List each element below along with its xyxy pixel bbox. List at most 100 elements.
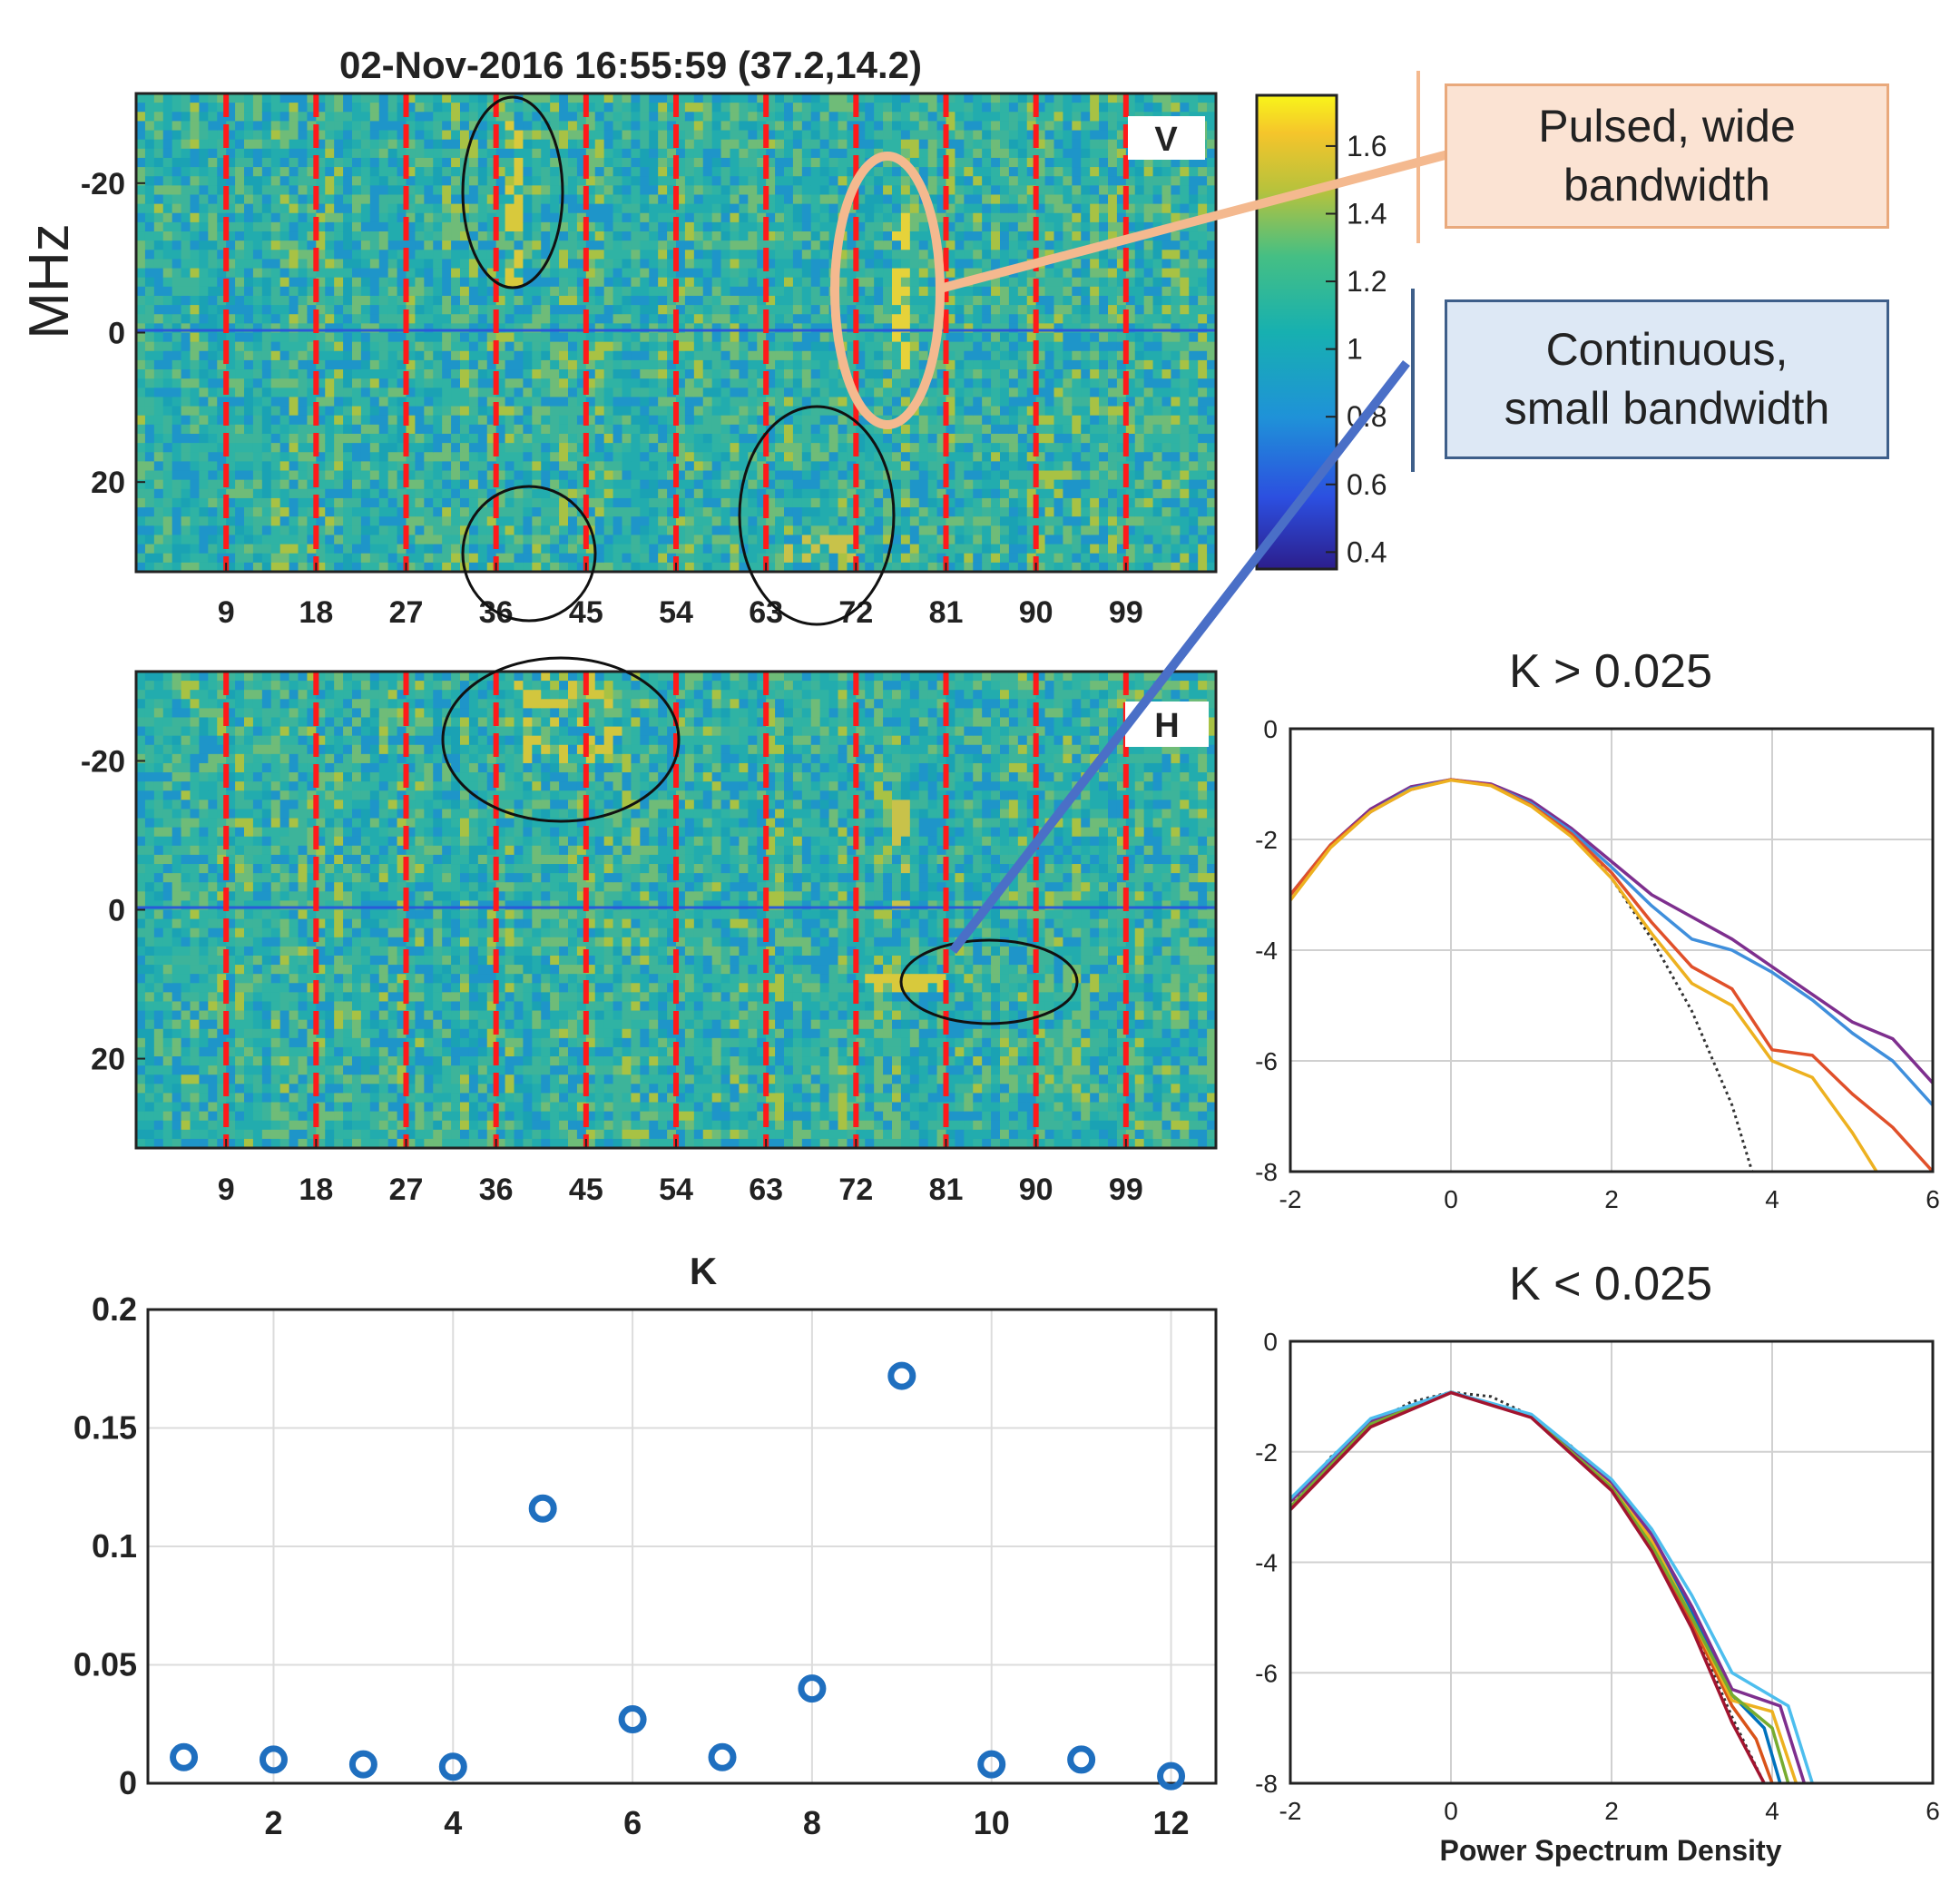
heatmap-cell	[847, 443, 857, 453]
heatmap-cell	[352, 544, 362, 554]
heatmap-cell	[766, 305, 776, 315]
heatmap-cell	[244, 194, 254, 205]
heatmap-cell	[477, 388, 488, 398]
heatmap-cell	[144, 470, 155, 481]
heatmap-cell	[369, 332, 380, 343]
heatmap-cell	[387, 112, 398, 123]
heatmap-cell	[316, 212, 326, 223]
heatmap-cell	[801, 148, 812, 159]
heatmap-cell	[397, 305, 407, 315]
heatmap-cell	[856, 341, 866, 352]
heatmap-cell	[334, 250, 344, 260]
heatmap-cell	[810, 314, 821, 324]
heatmap-cell	[775, 240, 785, 250]
heatmap-cell	[792, 535, 803, 545]
heatmap-cell	[847, 461, 857, 472]
heatmap-cell	[307, 268, 317, 279]
heatmap-cell	[918, 212, 929, 223]
heatmap-cell	[828, 148, 839, 159]
heatmap-cell	[378, 369, 389, 379]
heatmap-cell	[828, 507, 839, 517]
heatmap-cell	[568, 167, 578, 177]
heatmap-cell	[217, 157, 227, 168]
heatmap-cell	[631, 240, 641, 250]
heatmap-cell	[612, 507, 623, 517]
heatmap-cell	[352, 194, 362, 205]
heatmap-cell	[559, 470, 569, 481]
heatmap-cell	[559, 167, 569, 177]
heatmap-cell	[387, 507, 398, 517]
heatmap-cell	[792, 341, 803, 352]
heatmap-cell	[397, 212, 407, 223]
heatmap-cell	[369, 544, 380, 554]
heatmap-cell	[640, 562, 650, 572]
heatmap-cell	[406, 497, 416, 508]
heatmap-cell	[649, 341, 659, 352]
heatmap-cell	[307, 516, 317, 526]
heatmap-cell	[261, 130, 272, 141]
heatmap-cell	[730, 378, 740, 388]
heatmap-cell	[144, 231, 155, 241]
heatmap-cell	[217, 424, 227, 435]
heatmap-cell	[612, 332, 623, 343]
heatmap-cell	[406, 314, 416, 324]
heatmap-cell	[378, 525, 389, 536]
heatmap-cell	[270, 112, 281, 123]
heatmap-cell	[307, 424, 317, 435]
heatmap-cell	[153, 139, 164, 150]
heatmap-cell	[711, 553, 722, 564]
heatmap-cell	[514, 397, 524, 407]
heatmap-cell	[316, 516, 326, 526]
heatmap-cell	[360, 286, 371, 297]
heatmap-cell	[406, 148, 416, 159]
heatmap-cell	[162, 488, 173, 499]
heatmap-cell	[397, 176, 407, 186]
heatmap-cell	[973, 470, 983, 481]
heatmap-cell	[541, 497, 551, 508]
heatmap-cell	[181, 240, 191, 250]
heatmap-cell	[991, 121, 1001, 132]
heatmap-cell	[927, 277, 938, 288]
heatmap-cell	[352, 203, 362, 214]
heatmap-cell	[612, 443, 623, 453]
heatmap-cell	[289, 185, 299, 196]
heatmap-cell	[325, 295, 335, 306]
heatmap-cell	[730, 443, 740, 453]
heatmap-cell	[415, 562, 425, 572]
heatmap-cell	[603, 470, 614, 481]
heatmap-cell	[927, 259, 938, 270]
heatmap-cell	[594, 323, 605, 334]
heatmap-cell	[153, 452, 164, 462]
heatmap-cell	[298, 433, 309, 444]
heatmap-cell	[676, 268, 686, 279]
heatmap-cell	[900, 332, 911, 343]
heatmap-cell	[279, 544, 290, 554]
heatmap-cell	[892, 443, 902, 453]
heatmap-cell	[568, 488, 578, 499]
heatmap-cell	[406, 341, 416, 352]
heatmap-cell	[883, 461, 893, 472]
heatmap-cell	[199, 350, 209, 361]
heatmap-cell	[748, 359, 758, 370]
heatmap-cell	[550, 369, 560, 379]
heatmap-cell	[927, 295, 938, 306]
heatmap-cell	[757, 112, 767, 123]
heatmap-cell	[585, 185, 596, 196]
heatmap-cell	[153, 130, 164, 141]
heatmap-cell	[316, 359, 326, 370]
heatmap-cell	[900, 93, 911, 103]
heatmap-cell	[784, 369, 794, 379]
heatmap-cell	[162, 295, 173, 306]
heatmap-cell	[208, 397, 218, 407]
heatmap-cell	[514, 479, 524, 490]
heatmap-cell	[720, 341, 731, 352]
heatmap-cell	[892, 103, 902, 113]
heatmap-cell	[874, 443, 884, 453]
heatmap-cell	[343, 424, 353, 435]
heatmap-cell	[955, 176, 965, 186]
heatmap-cell	[532, 176, 542, 186]
heatmap-cell	[693, 497, 704, 508]
heatmap-cell	[955, 121, 965, 132]
heatmap-cell	[684, 415, 695, 426]
heatmap-cell	[477, 525, 488, 536]
